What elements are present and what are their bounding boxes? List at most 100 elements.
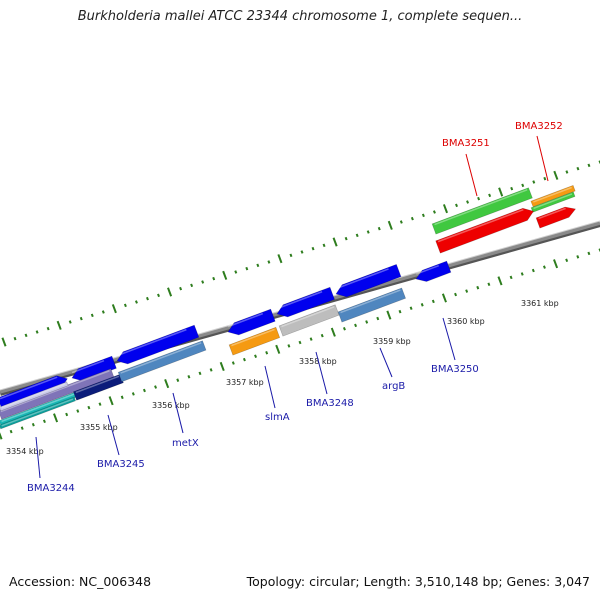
inner-ring-minor-tick (409, 306, 413, 310)
inner-ring-minor-tick (265, 351, 269, 355)
outer-ring-minor-tick (488, 193, 492, 198)
gene-leader-line (264, 365, 276, 409)
inner-ring-minor-tick (398, 309, 402, 314)
category-bar-sheen (1, 398, 74, 427)
cds-arrow (415, 260, 452, 282)
outer-ring-major-tick (498, 187, 504, 197)
category-bar-sheen (1, 383, 66, 409)
cds-arrow-sheen (116, 328, 187, 357)
outer-ring-minor-tick (587, 163, 591, 168)
inner-ring-minor-tick (520, 272, 524, 276)
gene-leader-line (35, 436, 41, 479)
cds-arrow-sheen (71, 359, 105, 374)
outer-ring-minor-tick (68, 320, 72, 324)
cds-arrow (227, 308, 276, 336)
category-bar (337, 287, 406, 323)
outer-ring-minor-tick (90, 313, 94, 318)
scale-label: 3357 kbp (226, 378, 264, 387)
outer-ring-minor-tick (245, 266, 249, 271)
scale-label: 3355 kbp (80, 423, 118, 432)
category-bar (530, 191, 576, 213)
outer-ring-minor-tick (190, 283, 194, 288)
cds-arrow-sheen (437, 208, 524, 243)
labels: 3354 kbp 3355 kbp 3356 kbp 3357 kbp 3358 kbp… (6, 121, 563, 494)
category-bar (0, 381, 69, 412)
gene-label: BMA3244 (27, 483, 75, 494)
scale-label: 3360 kbp (447, 317, 485, 326)
outer-ring-minor-tick (157, 293, 160, 298)
outer-ring-minor-tick (35, 330, 39, 334)
sequence-summary: Topology: circular; Length: 3,510,148 bp… (246, 574, 590, 589)
outer-ring-minor-tick (521, 183, 525, 188)
inner-ring-minor-tick (198, 371, 202, 376)
map-title: Burkholderia mallei ATCC 23344 chromosom… (77, 9, 523, 24)
category-bar-sheen (434, 189, 528, 226)
inner-ring-major-tick (386, 310, 392, 320)
inner-ring-major-tick (164, 379, 170, 389)
outer-ring-minor-tick (289, 253, 293, 258)
outer-ring-major-tick (332, 237, 338, 247)
inner-ring-minor-tick (576, 255, 580, 259)
inner-ring-minor-tick (542, 265, 546, 269)
inner-ring-minor-tick (142, 388, 146, 393)
gene-label: BMA3245 (97, 459, 145, 470)
inner-ring-minor-tick (431, 299, 435, 304)
category-bar-sheen (0, 370, 110, 413)
inner-ring-minor-tick (98, 402, 102, 406)
outer-ring-minor-tick (46, 326, 50, 331)
inner-ring-minor-tick (231, 361, 235, 365)
cds-arrow-sheen (538, 207, 566, 220)
inner-ring-minor-tick (354, 323, 358, 328)
inner-ring-minor-tick (420, 303, 424, 307)
category-bar (431, 187, 533, 235)
cds-arrow (71, 355, 117, 382)
outer-ring-minor-tick (79, 316, 83, 321)
inner-ring-minor-tick (320, 333, 324, 338)
outer-ring-minor-tick (355, 233, 359, 238)
category-bar-sheen (120, 342, 202, 374)
inner-ring-minor-tick (565, 258, 569, 263)
outer-ring-minor-tick (576, 166, 580, 171)
gene-label: BMA3252 (515, 121, 563, 132)
inner-ring-minor-tick (365, 320, 369, 324)
gene-label: BMA3248 (306, 398, 354, 409)
outer-ring-minor-tick (13, 336, 17, 341)
cds-arrow-sheen (0, 376, 58, 400)
inner-ring-minor-tick (20, 426, 24, 430)
inner-ring-minor-tick (487, 282, 491, 287)
scale-label: 3361 kbp (521, 299, 559, 308)
outer-ring-minor-tick (300, 250, 304, 254)
category-bar (73, 373, 124, 401)
inner-ring-minor-tick (131, 392, 135, 396)
category-bar-sheen (231, 328, 275, 347)
outer-ring-minor-tick (267, 260, 271, 264)
outer-ring-minor-tick (565, 170, 569, 174)
gene-leader-line (172, 392, 184, 434)
inner-ring-major-tick (53, 413, 59, 423)
inner-ring-minor-tick (287, 344, 291, 348)
outer-ring-major-tick (442, 204, 448, 214)
category-bar-sheen (281, 306, 335, 328)
category-bar (117, 340, 207, 383)
outer-ring-minor-tick (322, 243, 326, 248)
inner-ring-minor-tick (154, 385, 158, 389)
category-bar-sheen (75, 375, 120, 394)
gene-leader-line (536, 135, 549, 182)
outer-ring-minor-tick (455, 203, 458, 208)
outer-ring-minor-tick (344, 236, 348, 241)
outer-ring-minor-tick (311, 246, 315, 251)
outer-ring-major-tick (387, 220, 393, 230)
outer-ring-minor-tick (421, 213, 425, 218)
outer-ring-minor-tick (510, 186, 514, 191)
outer-ring-major-tick (167, 287, 173, 297)
accession-text: Accession: NC_006348 (9, 574, 152, 589)
inner-ring-minor-tick (187, 375, 191, 379)
outer-ring-minor-tick (377, 226, 381, 231)
gene-label: slmA (265, 412, 290, 423)
outer-ring-major-tick (111, 304, 117, 314)
outer-ring-minor-tick (256, 263, 260, 268)
inner-ring-major-tick (441, 293, 447, 303)
inner-ring-minor-tick (9, 429, 13, 434)
